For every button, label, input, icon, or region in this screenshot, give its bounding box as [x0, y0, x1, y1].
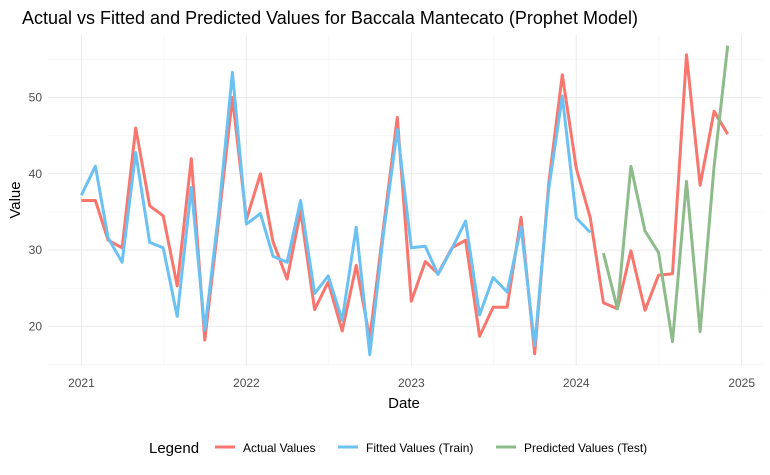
series-lines	[80, 45, 730, 357]
y-tick-label: 40	[29, 167, 43, 181]
legend-label-predicted-values: Predicted Values (Test)	[524, 441, 647, 455]
predicted-values-line	[601, 45, 730, 344]
x-axis-title: Date	[388, 395, 420, 412]
legend: Legend Actual Values Fitted Values (Trai…	[149, 440, 647, 457]
y-tick-label: 50	[29, 91, 43, 105]
x-tick-label: 2025	[728, 376, 755, 390]
legend-label-fitted-values: Fitted Values (Train)	[366, 441, 473, 455]
major-grid	[48, 35, 762, 366]
fitted-values-line	[80, 70, 592, 357]
chart-title: Actual vs Fitted and Predicted Values fo…	[22, 8, 638, 28]
x-tick-label: 2024	[563, 376, 590, 390]
y-tick-label: 20	[29, 319, 43, 333]
legend-label-actual-values: Actual Values	[243, 441, 316, 455]
x-tick-label: 2021	[68, 376, 95, 390]
y-axis-title: Value	[7, 181, 24, 218]
x-tick-label: 2022	[233, 376, 260, 390]
y-tick-label: 30	[29, 243, 43, 257]
legend-title: Legend	[149, 440, 199, 457]
x-axis-ticks: 2021 2022 2023 2024 2025	[68, 376, 755, 390]
x-tick-label: 2023	[398, 376, 425, 390]
y-axis-ticks: 20 30 40 50	[29, 91, 43, 334]
